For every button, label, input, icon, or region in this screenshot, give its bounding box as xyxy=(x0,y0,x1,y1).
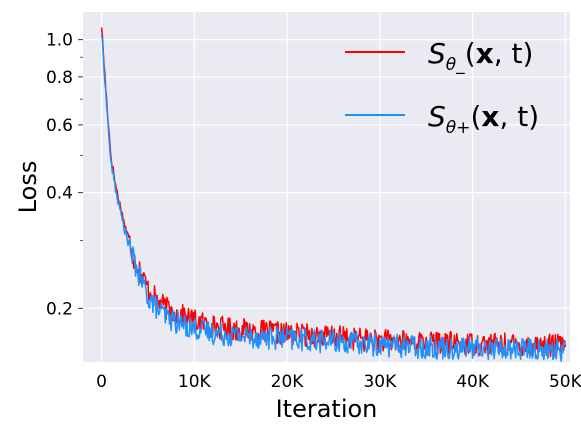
x-tick-label: 50K xyxy=(549,372,581,392)
y-tick-label: 0.8 xyxy=(46,68,73,88)
grid-lines xyxy=(83,12,570,362)
x-axis-ticks: 0 10K 20K 30K 40K 50K xyxy=(96,372,581,392)
y-tick-label: 0.2 xyxy=(46,299,73,319)
y-axis-ticks: 0.2 0.4 0.6 0.8 1.0 xyxy=(46,31,83,319)
y-axis-label: Loss xyxy=(14,161,42,214)
legend-label: Sθ+(x, t) xyxy=(428,100,539,138)
series-line-1 xyxy=(100,34,567,363)
x-tick-label: 30K xyxy=(363,372,397,392)
x-tick-label: 10K xyxy=(178,372,212,392)
x-tick-label: 20K xyxy=(271,372,305,392)
x-axis-label: Iteration xyxy=(276,395,378,423)
y-tick-label: 1.0 xyxy=(46,31,73,51)
legend-label: Sθ_(x, t) xyxy=(428,37,533,75)
y-tick-label: 0.6 xyxy=(46,116,73,136)
x-tick-label: 40K xyxy=(456,372,490,392)
series-layer xyxy=(100,27,567,363)
legend: Sθ_(x, t) Sθ+(x, t) xyxy=(345,37,539,138)
y-tick-label: 0.4 xyxy=(46,184,73,204)
x-tick-label: 0 xyxy=(96,372,107,392)
